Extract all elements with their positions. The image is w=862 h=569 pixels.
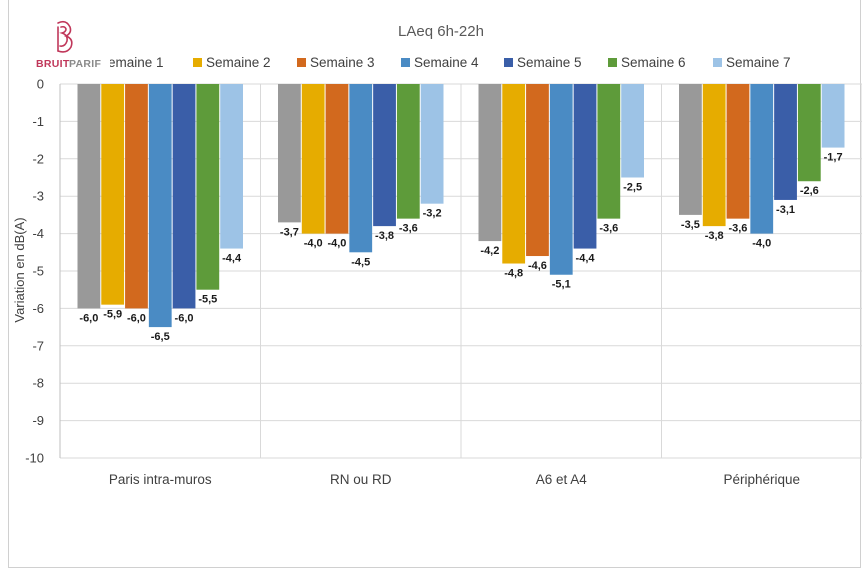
data-label: -3,7 — [280, 226, 299, 238]
bar — [726, 84, 750, 219]
y-tick-label: -5 — [32, 264, 44, 279]
bar — [349, 84, 373, 253]
data-label: -2,6 — [800, 185, 819, 197]
data-label: -6,5 — [151, 331, 170, 343]
y-tick-label: -2 — [32, 151, 44, 166]
legend-swatch — [193, 58, 202, 67]
bar — [597, 84, 621, 219]
legend-swatch — [504, 58, 513, 67]
data-label: -5,5 — [198, 294, 217, 306]
data-label: -3,1 — [776, 204, 795, 216]
x-tick-label: Paris intra-muros — [109, 472, 212, 487]
chart-title: LAeq 6h-22h — [398, 23, 484, 40]
data-label: -3,8 — [375, 230, 394, 242]
data-label: -4,4 — [576, 253, 596, 265]
legend-swatch — [713, 58, 722, 67]
bar — [774, 84, 797, 200]
y-axis-ticks: 0 -1 -2 -3 -4 -5 -6 -7 -8 -9 -10 — [25, 77, 44, 466]
data-labels: -6,0 -5,9 -6,0 -6,5 -6,0 -5,5 -4,4 -3,7 -4,0 -4,0… — [79, 152, 842, 344]
bar — [621, 84, 644, 178]
bar — [573, 84, 597, 249]
data-label: -1,7 — [824, 152, 843, 164]
data-label: -4,0 — [327, 238, 346, 250]
bar — [821, 84, 845, 148]
legend: Semaine 1 Semaine 2 Semaine 3 Semaine 4 Sema… — [86, 55, 791, 70]
bar — [396, 84, 420, 219]
data-label: -5,9 — [103, 309, 122, 321]
legend-label: Semaine 4 — [414, 55, 479, 70]
y-tick-label: -10 — [25, 451, 44, 466]
data-label: -4,6 — [528, 260, 547, 272]
legend-swatch — [297, 58, 306, 67]
y-tick-label: -9 — [32, 413, 44, 428]
y-tick-label: 0 — [37, 77, 44, 92]
bar — [101, 84, 125, 305]
data-label: -4,8 — [504, 268, 523, 280]
data-label: -2,5 — [623, 182, 642, 194]
bar — [148, 84, 172, 328]
legend-label: Semaine 2 — [206, 55, 271, 70]
data-label: -3,6 — [599, 223, 618, 235]
bar — [77, 84, 101, 309]
logo-text-parif: PARIF — [69, 58, 102, 70]
bar — [702, 84, 726, 227]
y-tick-label: -1 — [32, 114, 44, 129]
data-label: -6,0 — [127, 312, 146, 324]
bruitparif-logo-icon — [57, 20, 73, 53]
bar — [325, 84, 349, 234]
legend-label: Semaine 3 — [310, 55, 375, 70]
x-tick-label: A6 et A4 — [536, 472, 588, 487]
legend-swatch — [401, 58, 410, 67]
y-tick-label: -8 — [32, 376, 44, 391]
bar — [172, 84, 196, 309]
bar — [301, 84, 325, 234]
data-label: -3,5 — [681, 219, 700, 231]
bar — [373, 84, 396, 227]
y-tick-label: -6 — [32, 301, 44, 316]
x-axis-categories: Paris intra-muros RN ou RD A6 et A4 Périphé… — [109, 472, 800, 487]
legend-label: Semaine 6 — [621, 55, 686, 70]
data-label: -3,6 — [728, 223, 747, 235]
bar — [196, 84, 220, 290]
legend-label: Semaine 7 — [726, 55, 791, 70]
data-label: -4,0 — [304, 238, 323, 250]
bar — [278, 84, 301, 223]
data-label: -4,2 — [480, 245, 499, 257]
y-tick-label: -7 — [32, 338, 44, 353]
data-label: -4,4 — [222, 253, 242, 265]
bar — [125, 84, 148, 309]
data-label: -3,8 — [705, 230, 724, 242]
bar — [679, 84, 702, 215]
x-tick-label: RN ou RD — [330, 472, 392, 487]
legend-label: Semaine 5 — [517, 55, 582, 70]
data-label: -4,5 — [351, 256, 370, 268]
bar — [420, 84, 444, 204]
bar — [526, 84, 549, 257]
bars — [77, 84, 845, 328]
data-label: -5,1 — [552, 279, 571, 291]
legend-label: Semaine 1 — [99, 55, 164, 70]
bar — [220, 84, 243, 249]
y-tick-label: -4 — [32, 226, 44, 241]
data-label: -4,0 — [752, 238, 771, 250]
bruitparif-logo: BRUIT PARIF — [34, 16, 110, 72]
bar — [549, 84, 573, 275]
legend-swatch — [608, 58, 617, 67]
data-label: -3,2 — [423, 208, 442, 220]
bar — [502, 84, 526, 264]
y-axis-label: Variation en dB(A) — [12, 217, 27, 322]
bar — [797, 84, 821, 182]
data-label: -3,6 — [399, 223, 418, 235]
data-label: -6,0 — [175, 312, 194, 324]
bar — [478, 84, 502, 242]
data-label: -6,0 — [79, 312, 98, 324]
x-tick-label: Périphérique — [723, 472, 800, 487]
bar — [750, 84, 774, 234]
logo-text-bruit: BRUIT — [36, 58, 70, 70]
y-tick-label: -3 — [32, 189, 44, 204]
